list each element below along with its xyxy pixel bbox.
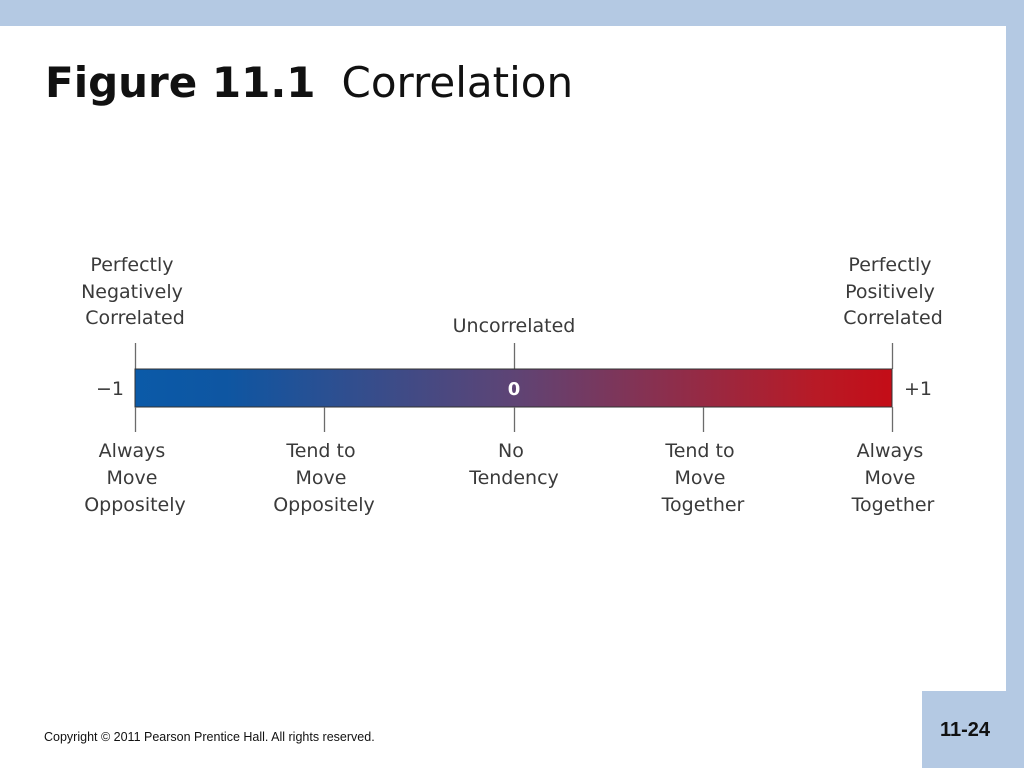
correlation-bar <box>134 368 893 408</box>
label-always-move-oppositely: Always Move Oppositely <box>84 440 186 516</box>
figure-number: Figure 11.1 <box>45 58 316 107</box>
scale-max-label: +1 <box>904 378 932 400</box>
label-tend-to-move-together: Tend to Move Together <box>661 440 745 516</box>
figure-caption: Correlation <box>341 58 574 107</box>
label-perfectly-negatively-correlated: Perfectly Negatively Correlated <box>81 254 189 329</box>
label-perfectly-positively-correlated: Perfectly Positively Correlated <box>843 254 943 329</box>
scale-center-label: 0 <box>508 379 521 400</box>
page-number-box: 11-24 <box>922 691 1008 768</box>
slide-title: Figure 11.1 Correlation <box>45 62 573 104</box>
page-number: 11-24 <box>939 719 991 741</box>
label-uncorrelated: Uncorrelated <box>453 315 576 337</box>
scale-min-label: −1 <box>96 378 124 400</box>
copyright-footer: Copyright © 2011 Pearson Prentice Hall. … <box>44 730 375 744</box>
label-tend-to-move-oppositely: Tend to Move Oppositely <box>273 440 375 516</box>
label-always-move-together: Always Move Together <box>851 440 935 516</box>
label-no-tendency: No Tendency <box>468 440 559 489</box>
